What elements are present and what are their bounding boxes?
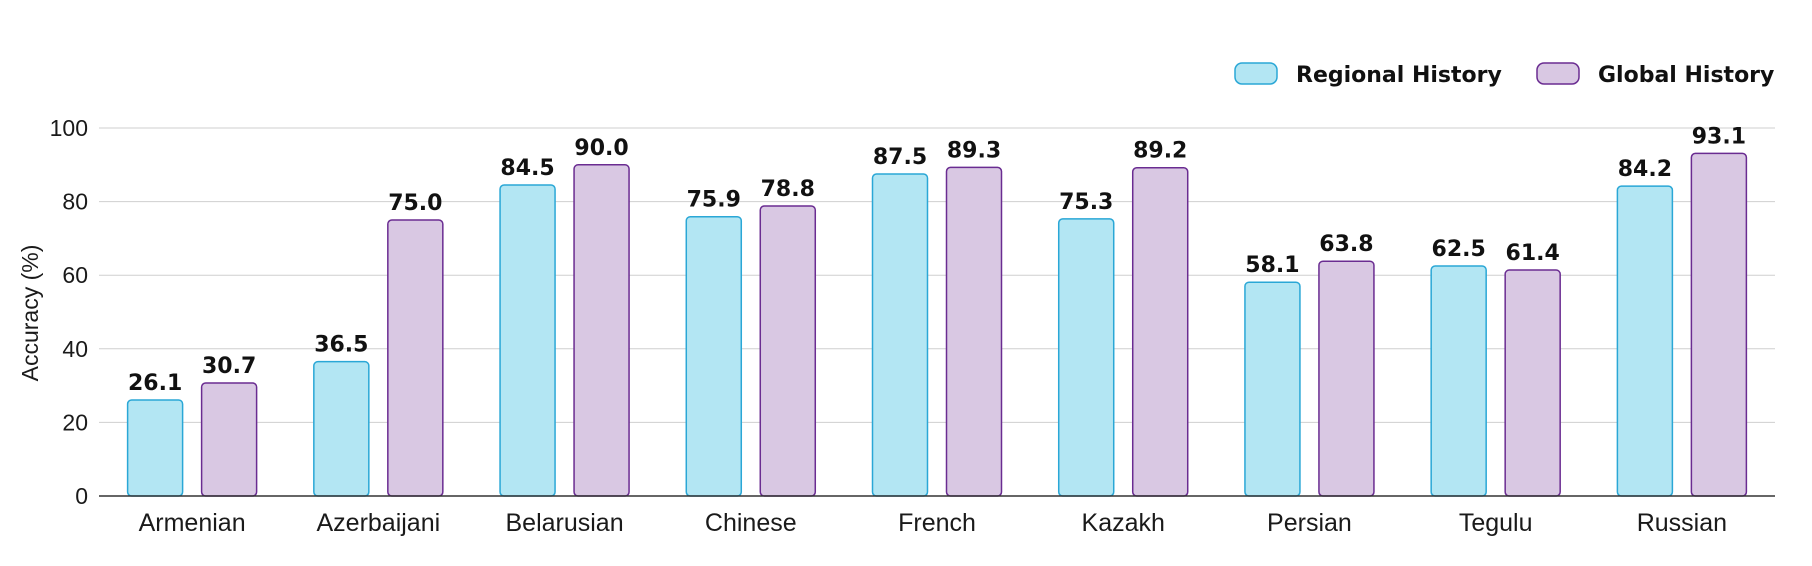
bar-global-persian	[1318, 260, 1375, 497]
y-tick-label: 0	[75, 483, 88, 509]
bar-value-label: 84.5	[500, 156, 554, 181]
bar-regional-russian	[1616, 185, 1674, 497]
category-labels: Armenian Azerbaijani Belarusian Chinese Fren…	[139, 509, 1727, 537]
bar-value-label: 36.5	[314, 333, 368, 358]
bar-global-belarusian	[573, 164, 630, 497]
bar-value-label: 75.0	[388, 191, 442, 216]
gridlines	[99, 127, 1775, 423]
bar-global-russian	[1690, 152, 1748, 497]
bar-value-label: 58.1	[1245, 253, 1299, 278]
bar-value-label: 78.8	[761, 177, 815, 202]
bar-regional-persian	[1244, 281, 1301, 497]
x-tick-label: Chinese	[705, 509, 797, 537]
bar-value-label: 93.1	[1692, 124, 1746, 149]
legend-swatch	[1536, 62, 1580, 85]
bar-global-french	[945, 166, 1003, 497]
bar-regional-french	[871, 173, 929, 497]
x-tick-label: Belarusian	[505, 509, 623, 537]
legend-item-regional-history[interactable]: Regional History	[1234, 62, 1502, 88]
bar-regional-tegulu	[1430, 265, 1487, 497]
y-axis-ticks: 0 20 40 60 80 100	[50, 115, 88, 509]
x-tick-label: Russian	[1637, 509, 1727, 537]
bar-value-label: 89.2	[1133, 139, 1187, 164]
x-tick-label: French	[898, 509, 976, 537]
bar-global-chinese	[759, 205, 817, 497]
x-tick-label: Armenian	[139, 509, 246, 537]
bar-value-label: 90.0	[574, 136, 628, 161]
bar-value-label: 87.5	[873, 145, 927, 170]
bar-value-label: 75.9	[687, 188, 741, 213]
bar-global-tegulu	[1504, 269, 1561, 497]
bar-value-label: 89.3	[947, 138, 1001, 163]
bar-value-label: 61.4	[1506, 241, 1560, 266]
bar-regional-azerbaijani	[313, 360, 370, 497]
x-tick-label: Azerbaijani	[316, 509, 440, 537]
y-tick-label: 100	[50, 115, 88, 141]
bar-value-label: 75.3	[1059, 190, 1113, 215]
bar-value-label: 30.7	[202, 354, 256, 379]
bar-value-label: 62.5	[1432, 237, 1486, 262]
bars	[126, 152, 1748, 497]
bar-value-label: 63.8	[1319, 232, 1373, 257]
bar-regional-belarusian	[499, 184, 556, 497]
bar-global-azerbaijani	[387, 219, 444, 497]
legend-item-global-history[interactable]: Global History	[1536, 62, 1774, 88]
legend-label: Regional History	[1296, 63, 1502, 88]
bar-value-label: 84.2	[1618, 157, 1672, 182]
value-labels: 26.1 30.7 36.5 75.0 84.5 90.0 75.9 78.8 87.5 89.3…	[128, 124, 1746, 396]
y-tick-label: 60	[62, 262, 88, 288]
legend-label: Global History	[1598, 63, 1774, 88]
bar-regional-armenian	[126, 399, 184, 497]
y-tick-label: 20	[62, 409, 88, 435]
y-tick-label: 40	[62, 336, 88, 362]
legend[interactable]: Regional History Global History	[1234, 62, 1774, 88]
y-tick-label: 80	[62, 189, 88, 215]
bar-regional-kazakh	[1057, 218, 1115, 497]
x-tick-label: Kazakh	[1082, 509, 1165, 537]
x-tick-label: Tegulu	[1459, 509, 1533, 537]
bar-global-kazakh	[1131, 166, 1189, 497]
y-axis-title: Accuracy (%)	[17, 245, 43, 382]
bar-global-armenian	[200, 382, 258, 497]
x-tick-label: Persian	[1267, 509, 1352, 537]
legend-swatch	[1234, 62, 1278, 85]
bar-regional-chinese	[685, 215, 743, 497]
bar-value-label: 26.1	[128, 371, 182, 396]
